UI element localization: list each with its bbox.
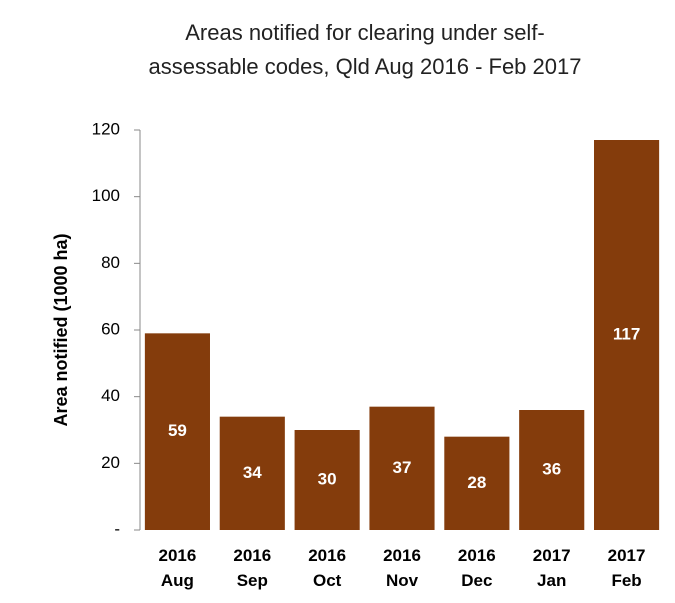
bar xyxy=(444,436,510,530)
bar xyxy=(519,410,585,530)
x-tick-label: 2016 Sep xyxy=(233,546,272,590)
y-tick-label: 80 xyxy=(101,253,120,272)
value-label: 59 xyxy=(168,421,187,440)
y-tick-label: 40 xyxy=(101,386,120,405)
value-label: 30 xyxy=(318,469,337,488)
bar xyxy=(369,406,435,530)
y-axis-label: Area notified (1000 ha) xyxy=(51,233,71,426)
y-tick-label: 120 xyxy=(92,119,120,138)
x-tick-label: 2017 Jan xyxy=(532,546,571,590)
bar xyxy=(219,416,285,530)
x-tick-label: 2016 Nov xyxy=(383,546,421,590)
y-tick-label: - xyxy=(114,519,120,538)
bar xyxy=(144,333,210,530)
x-tick-label: 2016 Dec xyxy=(457,546,496,590)
value-label: 28 xyxy=(467,473,486,492)
x-tick-label: 2016 Aug xyxy=(158,546,197,590)
value-label: 36 xyxy=(542,459,561,478)
y-tick-label: 20 xyxy=(101,453,120,472)
y-tick-label: 60 xyxy=(101,319,120,338)
bar xyxy=(594,140,660,530)
chart-title: Areas notified for clearing under self-a… xyxy=(148,20,582,79)
value-label: 37 xyxy=(393,458,412,477)
x-tick-label: 2017 Feb xyxy=(607,546,646,590)
value-label: 34 xyxy=(243,463,262,482)
x-tick-label: 2016 Oct xyxy=(308,546,347,590)
bar xyxy=(294,430,360,530)
y-tick-label: 100 xyxy=(92,186,120,205)
value-label: 117 xyxy=(613,324,640,343)
